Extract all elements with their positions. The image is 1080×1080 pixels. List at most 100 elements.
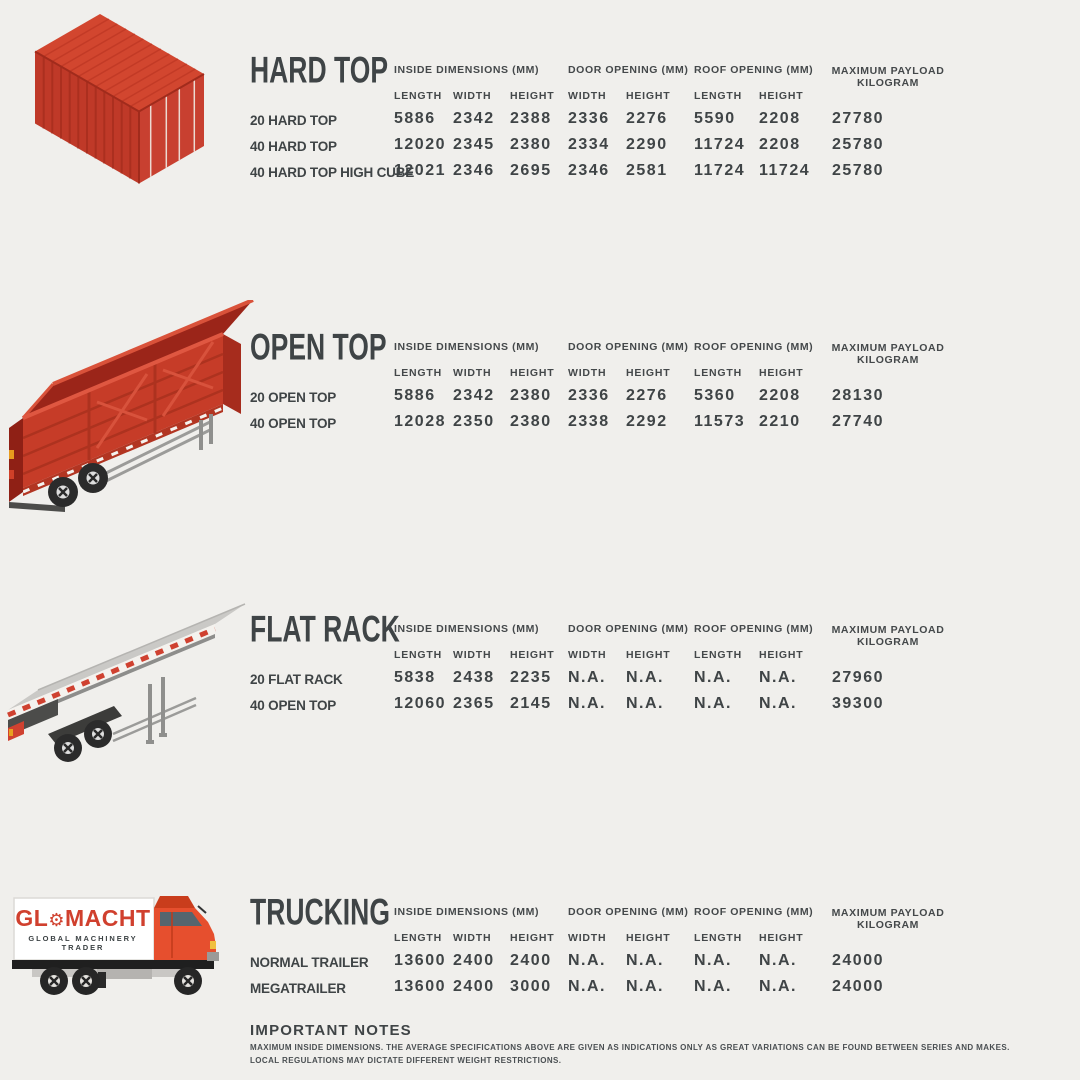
table-row: 20 OPEN TOP 5886 2342 2380 2336 2276 5360 2208 2…	[250, 379, 960, 405]
table-body: 20 HARD TOP 5886 2342 2388 2336 2276 5590 2208 2…	[250, 102, 960, 180]
table-row: 40 HARD TOP HIGH CUBE 12021 2346 2695 2346 25…	[250, 154, 960, 180]
value-cell: 2208	[759, 110, 801, 127]
col-door-height: HEIGHT	[626, 932, 671, 944]
payload-header-line2: KILOGRAM	[857, 354, 919, 366]
value-cell: 2276	[626, 110, 668, 127]
glomacht-logo: GL⚙MACHT GLOBAL MACHINERY TRADER	[12, 906, 154, 952]
gear-icon: ⚙	[48, 910, 66, 930]
note-line: LOCAL REGULATIONS MAY DICTATE DIFFERENT …	[250, 1056, 562, 1065]
value-cell: 28130	[832, 387, 884, 404]
col-door-height: HEIGHT	[626, 90, 671, 102]
col-inside-height: HEIGHT	[510, 649, 555, 661]
col-inside-width: WIDTH	[453, 367, 492, 379]
value-cell: 2208	[759, 136, 801, 153]
col-roof-length: LENGTH	[694, 932, 742, 944]
box-truck-icon	[12, 896, 219, 995]
value-cell: 2342	[453, 110, 495, 127]
value-cell: 12060	[394, 695, 446, 712]
value-cell: 2365	[453, 695, 495, 712]
value-cell: 2380	[510, 413, 552, 430]
col-group-max-payload: MAXIMUM PAYLOAD KILOGRAM	[826, 624, 950, 648]
table-row: 40 HARD TOP 12020 2345 2380 2334 2290 11724 220…	[250, 128, 960, 154]
value-cell: 13600	[394, 952, 446, 969]
value-cell: 2208	[759, 387, 801, 404]
table-body: 20 OPEN TOP 5886 2342 2380 2336 2276 5360 2208 2…	[250, 379, 960, 431]
col-inside-height: HEIGHT	[510, 90, 555, 102]
value-cell: 2400	[453, 952, 495, 969]
value-cell: 2400	[453, 978, 495, 995]
col-inside-width: WIDTH	[453, 649, 492, 661]
value-cell: 2345	[453, 136, 495, 153]
payload-header-line2: KILOGRAM	[857, 919, 919, 931]
row-label: 40 HARD TOP HIGH CUBE	[250, 165, 415, 180]
col-group-inside-dimensions: INSIDE DIMENSIONS (MM)	[394, 341, 540, 353]
value-cell: 24000	[832, 952, 884, 969]
value-cell: N.A.	[759, 952, 797, 969]
table-group-header: INSIDE DIMENSIONS (MM) DOOR OPENING (MM)…	[250, 609, 960, 648]
value-cell: 12021	[394, 162, 446, 179]
value-cell: 2210	[759, 413, 801, 430]
value-cell: 5360	[694, 387, 736, 404]
value-cell: 2290	[626, 136, 668, 153]
payload-header-line1: MAXIMUM PAYLOAD	[831, 907, 945, 919]
value-cell: 11724	[694, 162, 746, 179]
table-sub-header: LENGTH WIDTH HEIGHT WIDTH HEIGHT LENGTH …	[250, 76, 960, 102]
value-cell: 12028	[394, 413, 446, 430]
note-line: MAXIMUM INSIDE DIMENSIONS. THE AVERAGE S…	[250, 1043, 1010, 1052]
table-row: 40 OPEN TOP 12060 2365 2145 N.A. N.A. N.A. N.A.…	[250, 687, 960, 713]
col-inside-length: LENGTH	[394, 932, 442, 944]
value-cell: 2438	[453, 669, 495, 686]
value-cell: 2145	[510, 695, 552, 712]
value-cell: 25780	[832, 136, 884, 153]
value-cell: N.A.	[626, 978, 664, 995]
section-flat-rack: FLAT RACK INSIDE DIMENSIONS (MM) DOOR OP…	[250, 609, 960, 713]
value-cell: 13600	[394, 978, 446, 995]
open-top-trailer-icon	[9, 298, 254, 512]
col-group-door-opening: DOOR OPENING (MM)	[568, 341, 689, 353]
value-cell: N.A.	[694, 695, 732, 712]
payload-header-line2: KILOGRAM	[857, 636, 919, 648]
value-cell: 24000	[832, 978, 884, 995]
section-trucking: TRUCKING INSIDE DIMENSIONS (MM) DOOR OPE…	[250, 892, 960, 996]
value-cell: N.A.	[694, 952, 732, 969]
value-cell: 2400	[510, 952, 552, 969]
row-label: 20 HARD TOP	[250, 113, 337, 128]
col-group-door-opening: DOOR OPENING (MM)	[568, 623, 689, 635]
value-cell: N.A.	[759, 978, 797, 995]
value-cell: N.A.	[626, 952, 664, 969]
col-door-height: HEIGHT	[626, 649, 671, 661]
row-label: 40 OPEN TOP	[250, 416, 337, 431]
value-cell: 2235	[510, 669, 552, 686]
table-row: NORMAL TRAILER 13600 2400 2400 N.A. N.A. N.A. N…	[250, 944, 960, 970]
col-inside-width: WIDTH	[453, 90, 492, 102]
section-title: OPEN TOP	[250, 327, 387, 369]
col-door-width: WIDTH	[568, 932, 607, 944]
value-cell: N.A.	[626, 695, 664, 712]
col-group-roof-opening: ROOF OPENING (MM)	[694, 906, 814, 918]
value-cell: N.A.	[568, 695, 606, 712]
notes-title: IMPORTANT NOTES	[250, 1022, 412, 1039]
value-cell: 2336	[568, 110, 610, 127]
col-group-inside-dimensions: INSIDE DIMENSIONS (MM)	[394, 64, 540, 76]
table-body: 20 FLAT RACK 5838 2438 2235 N.A. N.A. N.A. N.A.…	[250, 661, 960, 713]
value-cell: 11724	[694, 136, 746, 153]
table-sub-header: LENGTH WIDTH HEIGHT WIDTH HEIGHT LENGTH …	[250, 918, 960, 944]
hard-top-container-icon	[34, 14, 205, 184]
box-truck-illustration: GL⚙MACHT GLOBAL MACHINERY TRADER	[2, 886, 242, 1016]
value-cell: 2338	[568, 413, 610, 430]
table-group-header: INSIDE DIMENSIONS (MM) DOOR OPENING (MM)…	[250, 50, 960, 89]
row-label: 20 OPEN TOP	[250, 390, 337, 405]
col-group-roof-opening: ROOF OPENING (MM)	[694, 341, 814, 353]
trailer-wheels	[48, 463, 108, 507]
value-cell: 12020	[394, 136, 446, 153]
flat-rack-trailer-icon	[7, 603, 246, 762]
value-cell: N.A.	[694, 669, 732, 686]
payload-header-line1: MAXIMUM PAYLOAD	[831, 342, 945, 354]
brand-name: GL⚙MACHT	[15, 905, 151, 931]
value-cell: 2346	[453, 162, 495, 179]
value-cell: 2292	[626, 413, 668, 430]
col-inside-length: LENGTH	[394, 90, 442, 102]
col-door-height: HEIGHT	[626, 367, 671, 379]
value-cell: 27780	[832, 110, 884, 127]
value-cell: 2334	[568, 136, 610, 153]
